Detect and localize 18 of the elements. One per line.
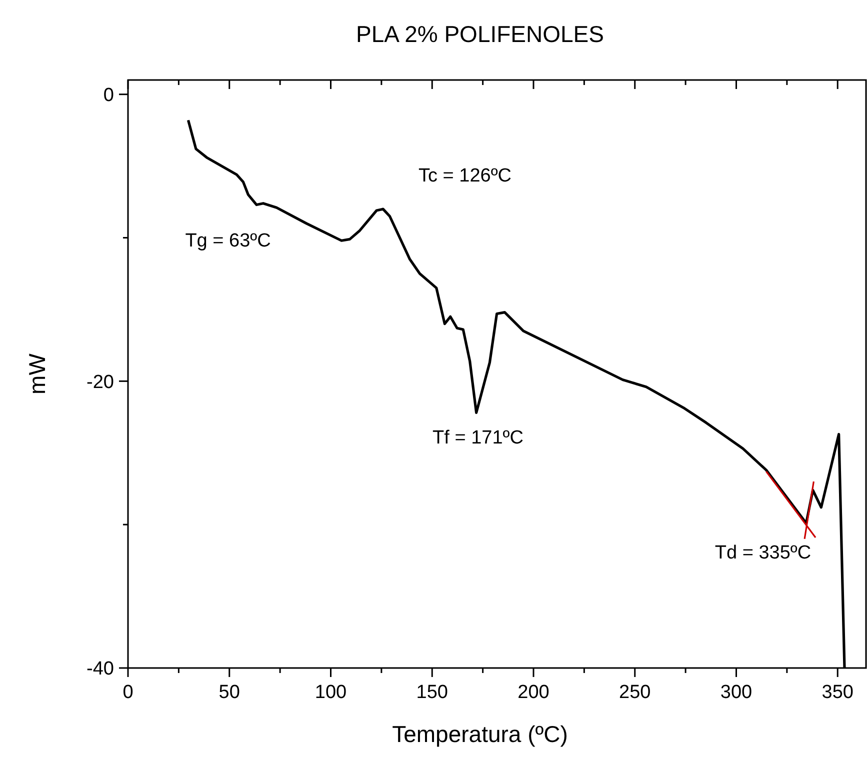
- annotation: Tg = 63ºC: [185, 230, 271, 252]
- x-tick-label: 350: [822, 682, 854, 703]
- y-tick-label: -20: [86, 372, 114, 393]
- y-tick-label: -40: [86, 658, 114, 680]
- x-tick-label: 0: [122, 682, 134, 703]
- annotation: Tf = 171ºC: [432, 428, 524, 449]
- x-tick-label: 300: [720, 682, 752, 703]
- annotation: Tc = 126ºC: [418, 166, 512, 187]
- y-axis-title: mW: [24, 353, 50, 394]
- chart-title: PLA 2% POLIFENOLES: [356, 21, 604, 47]
- x-tick-label: 50: [218, 682, 240, 703]
- x-tick-label: 100: [314, 682, 347, 703]
- x-axis-title: Temperatura (ºC): [392, 721, 568, 747]
- x-tick-label: 250: [619, 682, 651, 703]
- annotation: Td = 335ºC: [714, 542, 812, 564]
- y-tick-label: 0: [103, 84, 114, 106]
- x-tick-label: 150: [416, 682, 448, 703]
- x-tick-label: 200: [518, 682, 550, 703]
